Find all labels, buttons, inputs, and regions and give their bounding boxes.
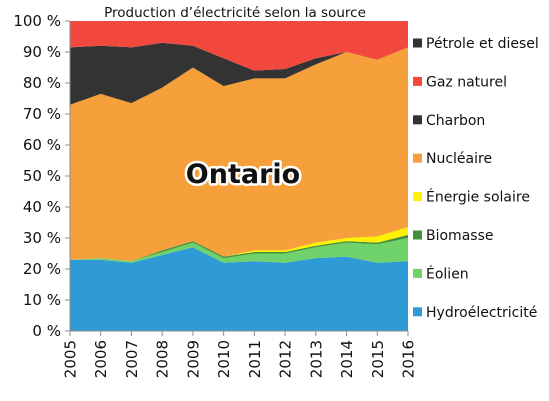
chart-title: Production d’électricité selon la source	[104, 5, 366, 21]
area-hydro-lectricit-	[70, 247, 408, 331]
x-tick-label: 2012	[277, 340, 295, 378]
legend-label: Charbon	[426, 113, 485, 129]
legend-label: Biomasse	[426, 228, 493, 244]
y-tick-label: 10 %	[23, 291, 61, 309]
legend-label: Pétrole et diesel	[426, 36, 539, 52]
area-gaz-naturel	[70, 21, 408, 71]
legend-swatch	[413, 153, 422, 163]
legend-swatch	[413, 115, 422, 125]
y-tick-label: 20 %	[23, 260, 61, 278]
legend-label: Nucléaire	[426, 151, 492, 167]
x-tick-label: 2005	[62, 340, 80, 378]
x-tick-label: 2015	[369, 340, 387, 378]
y-tick-label: 80 %	[23, 74, 61, 92]
x-tick-label: 2011	[246, 340, 264, 378]
legend-swatch	[413, 192, 422, 202]
x-tick-label: 2010	[215, 340, 233, 378]
x-tick-label: 2009	[184, 340, 202, 378]
y-tick-label: 100 %	[13, 12, 61, 30]
y-tick-label: 60 %	[23, 136, 61, 154]
x-tick-label: 2016	[400, 340, 418, 378]
axes: 0 % 10 % 20 % 30 % 40 % 50 % 60 % 70 % 80 % 90 % 1…	[13, 12, 417, 378]
y-tick-label: 50 %	[23, 167, 61, 185]
legend-swatch	[413, 268, 422, 278]
x-tick-label: 2014	[338, 340, 356, 378]
x-tick-label: 2006	[92, 340, 110, 378]
y-tick-label: 30 %	[23, 229, 61, 247]
y-tick-label: 40 %	[23, 198, 61, 216]
legend-label: Gaz naturel	[426, 74, 507, 90]
legend-label: Éolien	[426, 265, 469, 282]
x-tick-label: 2013	[307, 340, 325, 378]
legend-swatch	[413, 38, 422, 48]
legend-swatch	[413, 307, 422, 317]
legend: Pétrole et diesel Gaz naturel Charbon Nuclé…	[413, 36, 539, 321]
region-annotation: Ontario	[186, 159, 300, 190]
area-charbon	[70, 42, 408, 105]
legend-label: Hydroélectricité	[426, 305, 537, 321]
y-tick-label: 90 %	[23, 43, 61, 61]
legend-swatch	[413, 76, 422, 86]
x-tick-label: 2007	[123, 340, 141, 378]
x-tick-label: 2008	[154, 340, 172, 378]
legend-label: Énergie solaire	[426, 189, 530, 206]
legend-swatch	[413, 230, 422, 240]
y-tick-label: 70 %	[23, 105, 61, 123]
area--olien	[70, 238, 408, 263]
area-nucl-aire	[70, 47, 408, 262]
plot-area	[70, 21, 408, 331]
y-tick-label: 0 %	[32, 322, 61, 340]
